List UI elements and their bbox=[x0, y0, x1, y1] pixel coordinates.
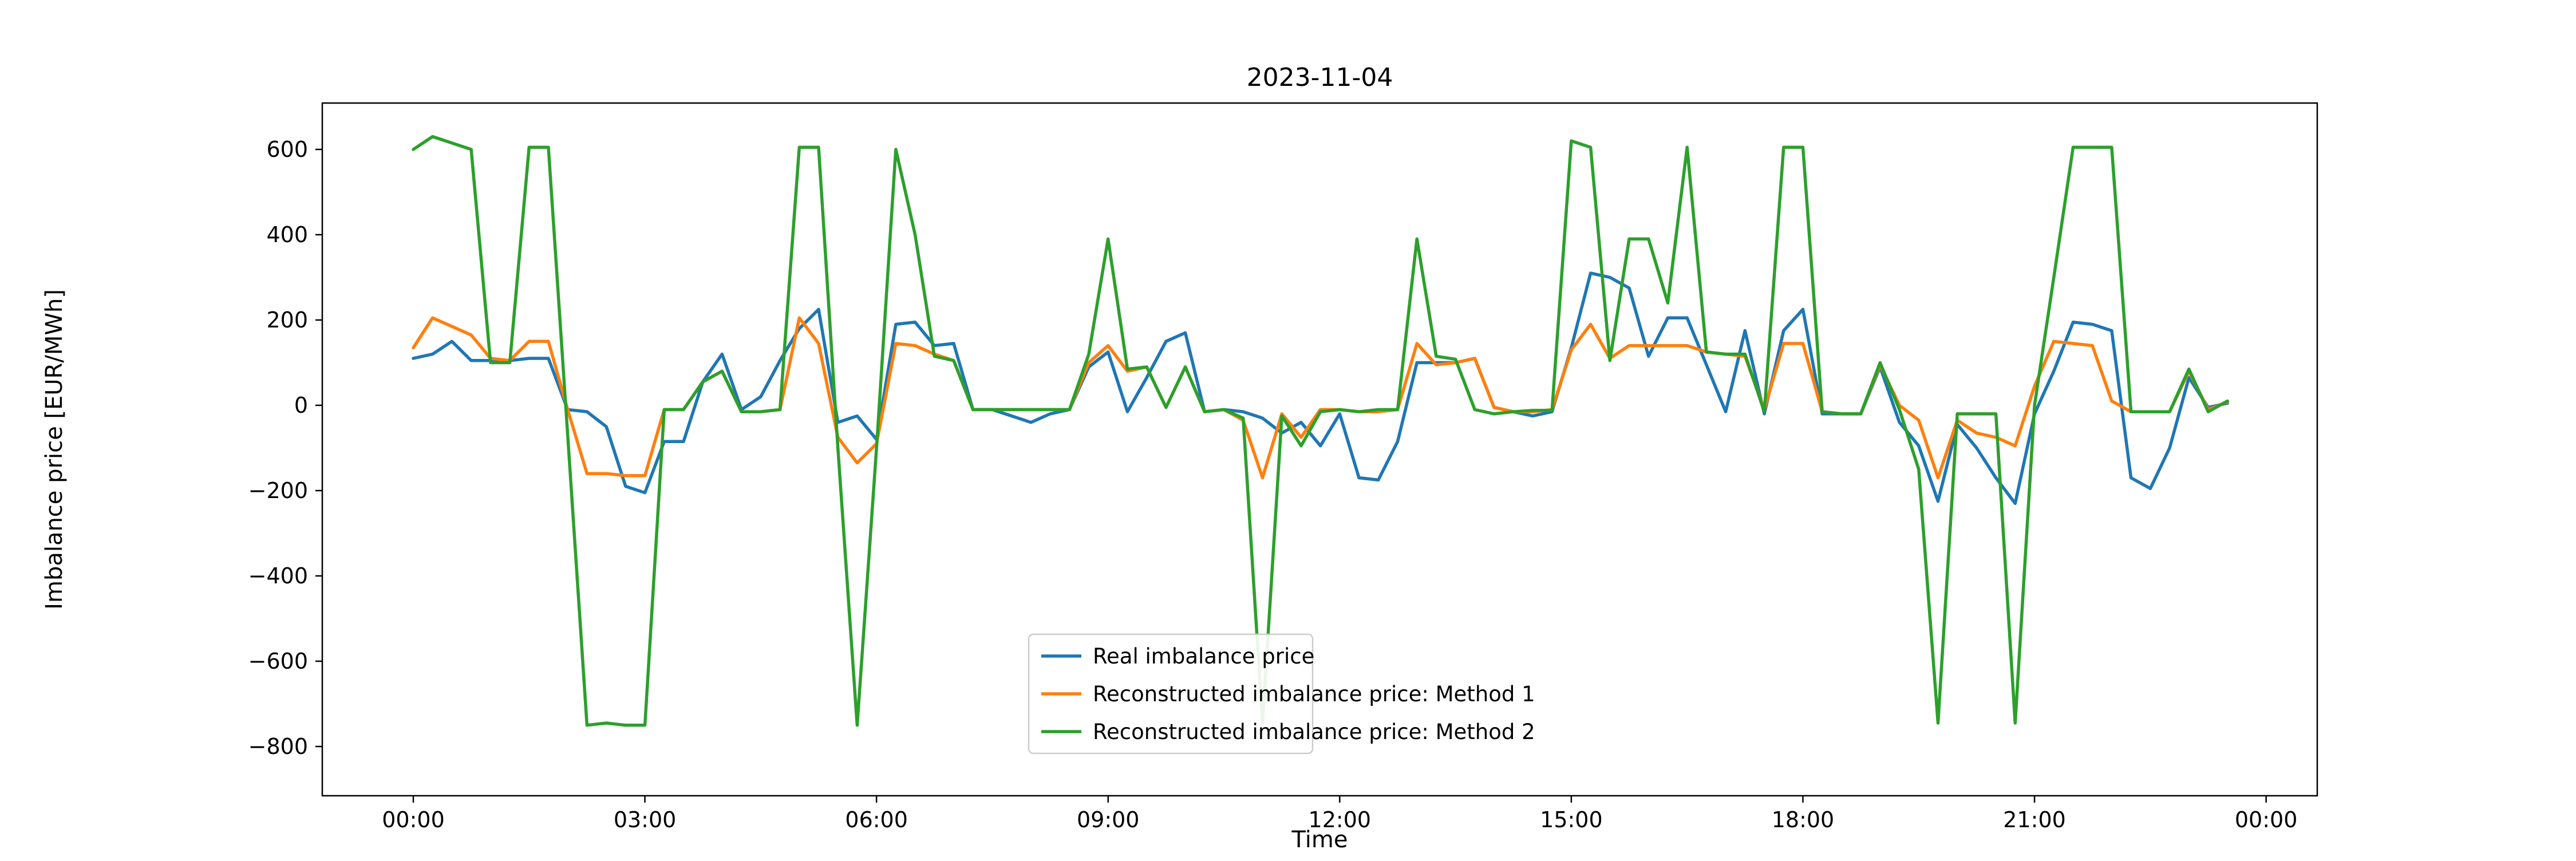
y-tick-label: −600 bbox=[248, 649, 308, 674]
series-line-real-imbalance-price bbox=[412, 271, 2229, 505]
series-line-reconstructed-imbalance-price-method-2 bbox=[412, 135, 2229, 727]
y-tick-label: 600 bbox=[266, 137, 308, 162]
x-tick-label: 09:00 bbox=[1077, 807, 1140, 832]
y-axis-label: Imbalance price [EUR/MWh] bbox=[41, 289, 68, 610]
x-tick-label: 06:00 bbox=[845, 807, 908, 832]
x-tick-label: 12:00 bbox=[1309, 807, 1372, 832]
legend-label-1: Real imbalance price bbox=[1093, 644, 1314, 669]
y-tick-label: 200 bbox=[266, 307, 308, 333]
y-tick-label: 0 bbox=[294, 393, 308, 418]
series-lines bbox=[412, 135, 2229, 727]
x-tick-label: 03:00 bbox=[614, 807, 677, 832]
legend-box bbox=[1028, 633, 1314, 755]
x-tick-label: 00:00 bbox=[382, 807, 445, 832]
x-tick-label: 00:00 bbox=[2235, 807, 2298, 832]
axis-ticks: 00:00 03:00 06:00 09:00 12:00 15:00 18:00 21:00… bbox=[248, 137, 2298, 832]
y-tick-label: −200 bbox=[248, 478, 308, 503]
x-tick-label: 21:00 bbox=[2003, 807, 2066, 832]
plot-border bbox=[321, 102, 2318, 797]
plot-frame bbox=[321, 102, 2318, 797]
legend-label-3: Reconstructed imbalance price: Method 2 bbox=[1093, 720, 1535, 744]
x-axis-label: Time bbox=[1291, 827, 1348, 853]
y-tick-label: −800 bbox=[248, 734, 308, 759]
y-tick-label: −400 bbox=[248, 563, 308, 589]
y-tick-label: 400 bbox=[266, 222, 308, 247]
x-tick-label: 18:00 bbox=[1772, 807, 1835, 832]
chart-title: 2023-11-04 bbox=[1247, 63, 1393, 92]
legend: Real imbalance price Reconstructed imbala… bbox=[1028, 633, 1535, 755]
x-tick-label: 15:00 bbox=[1540, 807, 1603, 832]
legend-label-2: Reconstructed imbalance price: Method 1 bbox=[1093, 682, 1535, 706]
